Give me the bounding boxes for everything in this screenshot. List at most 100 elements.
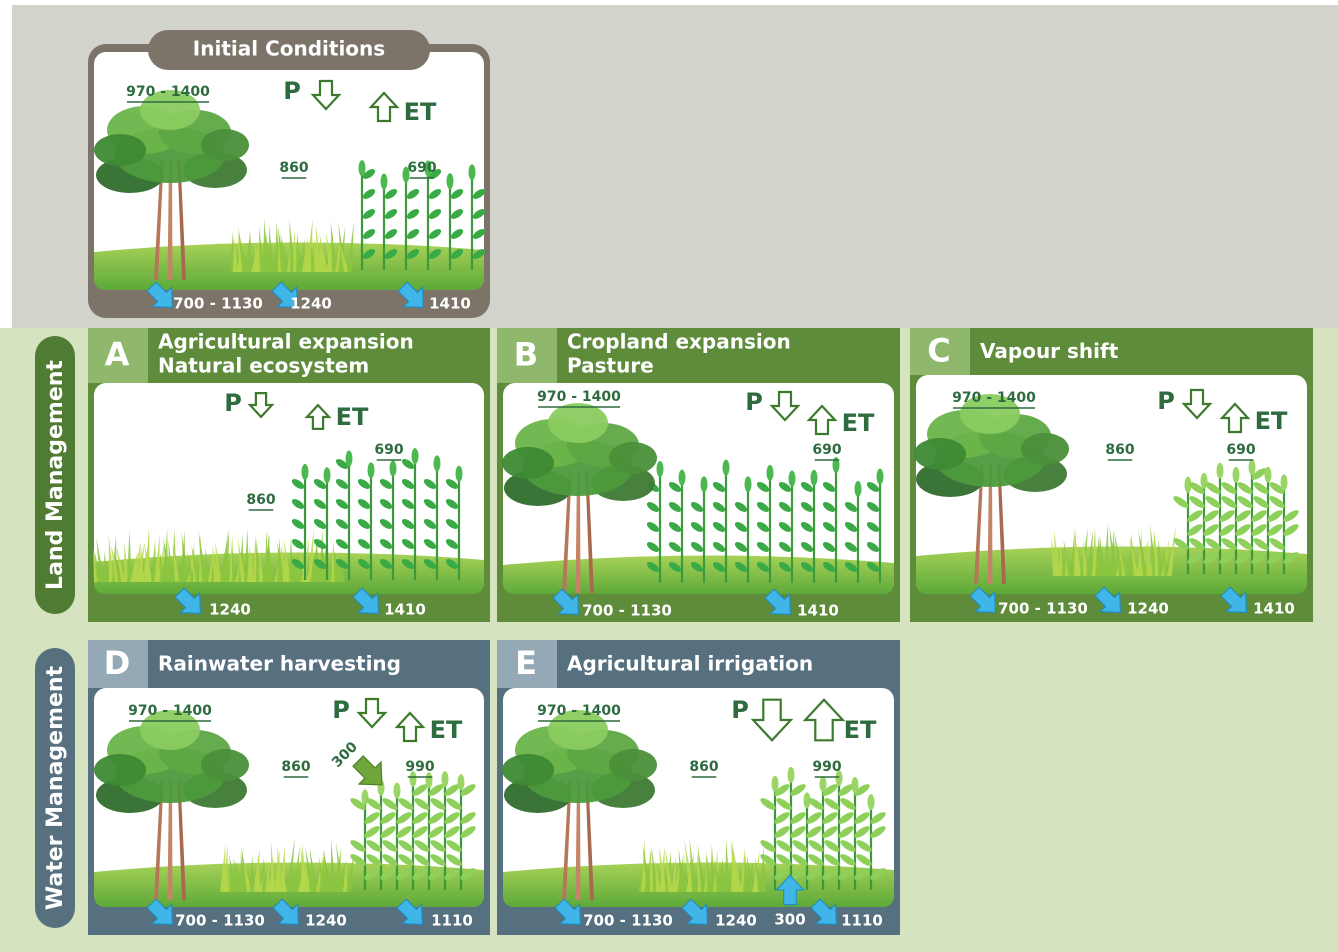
canopy [609, 749, 657, 781]
crop-leaf [1233, 467, 1240, 483]
value-label: 860 [246, 492, 275, 508]
value-label: 690 [812, 442, 841, 458]
p-label: P [332, 696, 350, 724]
value-label: 860 [689, 759, 718, 775]
panel-title: Cropland expansion [567, 330, 791, 354]
crop-leaf [788, 767, 795, 783]
crop-leaf [811, 470, 818, 486]
crop-leaf [701, 476, 708, 492]
panel-letter: D [104, 644, 131, 682]
crop-leaf [1281, 474, 1288, 490]
crop-leaf [362, 789, 369, 805]
value-label: 970 - 1400 [537, 389, 621, 405]
crop-leaf [877, 469, 884, 485]
crop-leaf [394, 783, 401, 799]
crop-leaf [412, 448, 419, 464]
canopy [1021, 433, 1069, 465]
drainage-label: 1240 [290, 295, 332, 313]
crop-leaf [852, 777, 859, 793]
value-label: 970 - 1400 [126, 84, 210, 100]
drainage-label: 1240 [1127, 600, 1169, 618]
drainage-label: 700 - 1130 [175, 912, 265, 930]
crop-leaf [434, 455, 441, 471]
crop-leaf [789, 471, 796, 487]
value-label: 860 [281, 759, 310, 775]
panel-title: Vapour shift [980, 339, 1119, 363]
drainage-label: 1240 [305, 912, 347, 930]
drainage-label: 1410 [429, 295, 471, 313]
canopy [502, 754, 554, 786]
canopy [201, 129, 249, 161]
drainage-label: 1110 [841, 912, 883, 930]
crop-leaf [324, 467, 331, 483]
crop-leaf [1217, 463, 1224, 479]
panel-title: Agricultural irrigation [567, 652, 813, 676]
et-label: ET [842, 409, 875, 437]
drainage-label: 700 - 1130 [173, 295, 263, 313]
crop-leaf [657, 461, 664, 477]
crop-leaf [772, 776, 779, 792]
figure: Land ManagementWater ManagementInitial C… [0, 0, 1338, 952]
drainage-label: 1240 [209, 601, 251, 619]
canopy [548, 403, 608, 443]
crop-leaf [442, 771, 449, 787]
drainage-label: 700 - 1130 [583, 912, 673, 930]
drainage-label: 1410 [384, 601, 426, 619]
value-label: 690 [374, 442, 403, 458]
canopy [94, 134, 146, 166]
canopy [502, 447, 554, 479]
p-label: P [1157, 387, 1175, 415]
crop-leaf [855, 481, 862, 497]
crop-leaf [745, 476, 752, 492]
drainage-label: 1410 [1253, 600, 1295, 618]
panel-letter: E [515, 644, 537, 682]
crop-leaf [1201, 473, 1208, 489]
panel-title: Natural ecosystem [158, 354, 369, 378]
side-label: Water Management [43, 665, 68, 910]
canopy [94, 754, 146, 786]
canopy [201, 749, 249, 781]
value-label: 990 [812, 759, 841, 775]
et-label: ET [844, 716, 877, 744]
et-label: ET [336, 403, 369, 431]
et-label: ET [1255, 407, 1288, 435]
value-label: 860 [279, 160, 308, 176]
drainage-label: 1110 [431, 912, 473, 930]
et-label: ET [430, 716, 463, 744]
crop-leaf [679, 470, 686, 486]
crop-leaf [346, 451, 353, 467]
crop-leaf [456, 466, 463, 482]
crop-leaf [359, 160, 366, 176]
panel-letter: A [105, 336, 130, 374]
drainage-label: 1240 [715, 912, 757, 930]
value-label: 690 [407, 160, 436, 176]
crop-leaf [368, 462, 375, 478]
value-label: 860 [1105, 442, 1134, 458]
panel-letter: C [927, 332, 950, 370]
crop-leaf [458, 774, 465, 790]
p-label: P [731, 696, 749, 724]
crop-leaf [1249, 460, 1256, 476]
panel-letter: B [514, 336, 538, 374]
p-label: P [283, 77, 301, 105]
crop-leaf [767, 465, 774, 481]
crop-leaf [868, 794, 875, 810]
panel-title: Pasture [567, 354, 654, 378]
value-label: 990 [405, 759, 434, 775]
value-label: 970 - 1400 [952, 390, 1036, 406]
crop-leaf [390, 460, 397, 476]
drainage-label: 1410 [797, 602, 839, 620]
crop-leaf [302, 464, 309, 480]
panel-title: Rainwater harvesting [158, 652, 401, 676]
value-label: 970 - 1400 [128, 703, 212, 719]
crop-leaf [381, 173, 388, 189]
canopy [609, 442, 657, 474]
value-label: 970 - 1400 [537, 703, 621, 719]
crop-leaf [820, 776, 827, 792]
drainage-label: 700 - 1130 [998, 600, 1088, 618]
p-label: P [224, 389, 242, 417]
et-label: ET [404, 98, 437, 126]
crop-leaf [447, 173, 454, 189]
value-label: 690 [1226, 442, 1255, 458]
panel-title: Initial Conditions [193, 37, 385, 61]
